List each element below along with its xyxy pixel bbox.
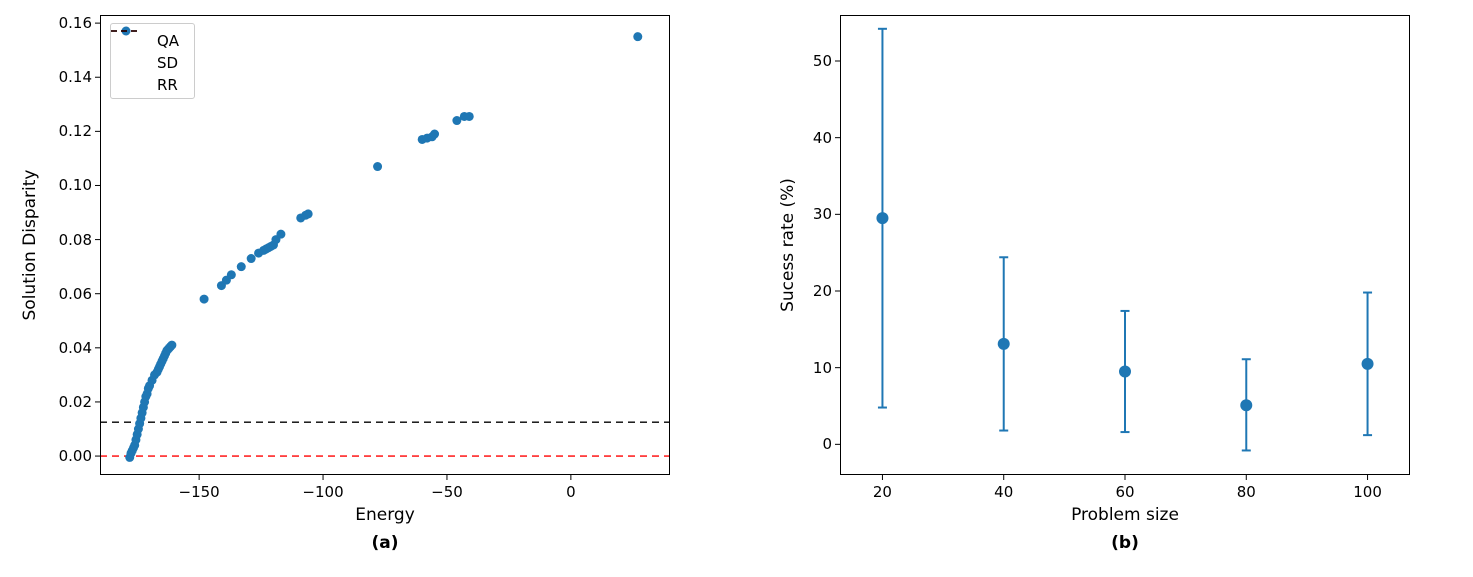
y-tick-label: 10 [813, 359, 832, 377]
figure: QASDRR Energy Solution Disparity (a) −15… [0, 0, 1473, 577]
panel-b: Problem size Sucess rate (%) (b) 20 40 60 8… [0, 0, 1473, 577]
x-tick-label: 100 [1353, 483, 1382, 501]
x-axis-label: Problem size [1071, 505, 1179, 525]
x-tick-label: 20 [873, 483, 892, 501]
y-tick-label: 0 [822, 435, 832, 453]
y-axis-label: Sucess rate (%) [778, 178, 798, 312]
panel-b-axes-border [840, 15, 1410, 475]
x-tick-label: 40 [994, 483, 1013, 501]
x-tick-label: 60 [1115, 483, 1134, 501]
y-tick-label: 30 [813, 205, 832, 223]
panel-caption-b: (b) [1111, 533, 1139, 553]
y-tick-label: 40 [813, 129, 832, 147]
x-tick-label: 80 [1237, 483, 1256, 501]
y-tick-label: 50 [813, 52, 832, 70]
y-tick-label: 20 [813, 282, 832, 300]
